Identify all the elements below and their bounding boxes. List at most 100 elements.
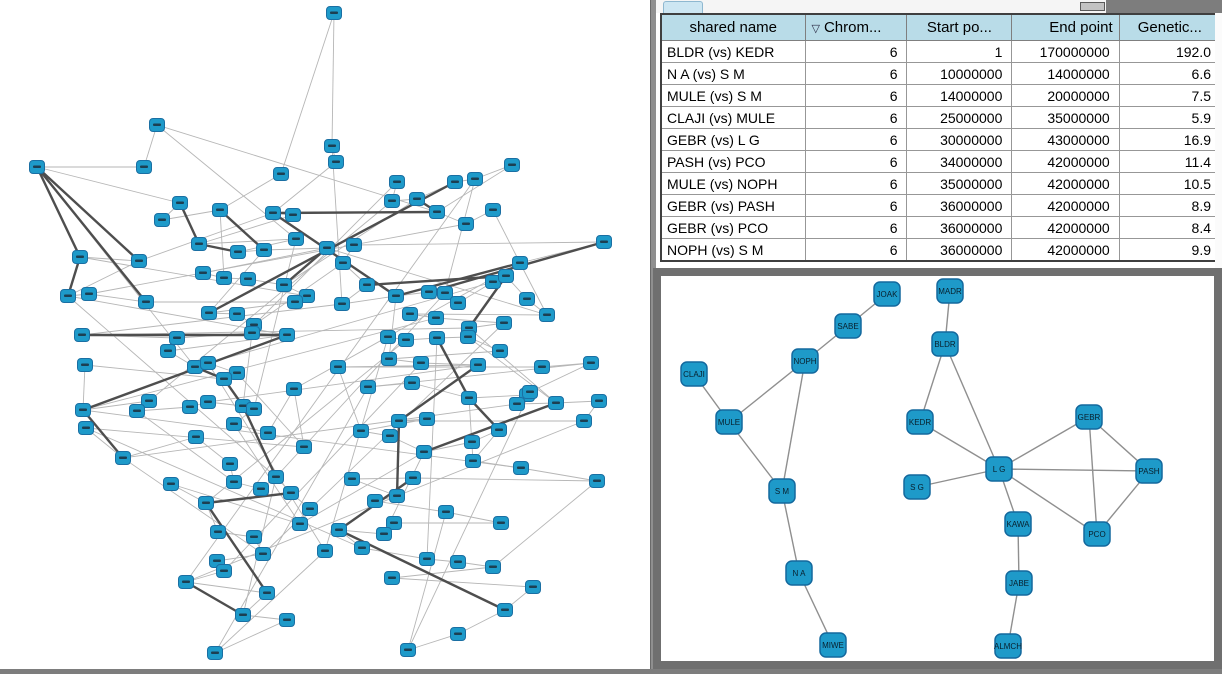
network-edge[interactable] xyxy=(519,262,548,316)
network-edge[interactable] xyxy=(198,238,297,245)
network-edge[interactable] xyxy=(444,178,476,294)
network-edge[interactable] xyxy=(82,317,437,411)
network-edge[interactable] xyxy=(272,161,337,214)
cell-end-point[interactable]: 35000000 xyxy=(1011,106,1120,129)
cell-chromosome[interactable]: 6 xyxy=(804,128,908,151)
network-edge[interactable] xyxy=(331,145,343,305)
network-edge[interactable] xyxy=(219,173,282,211)
network-node-claji[interactable] xyxy=(680,361,708,387)
network-edge[interactable] xyxy=(122,457,264,555)
network-node-sabe[interactable] xyxy=(834,313,862,339)
cell-shared-name[interactable]: MULE (vs) S M xyxy=(660,84,806,107)
column-header-shared-name[interactable]: shared name xyxy=(660,13,806,41)
cell-chromosome[interactable]: 6 xyxy=(804,40,908,63)
network-edge[interactable] xyxy=(219,209,225,279)
network-edge[interactable] xyxy=(205,502,268,594)
cell-genetic[interactable]: 7.5 xyxy=(1118,84,1222,107)
cell-shared-name[interactable]: CLAJI (vs) MULE xyxy=(660,106,806,129)
network-edge[interactable] xyxy=(944,343,1000,470)
network-edge[interactable] xyxy=(435,337,471,399)
network-edge[interactable] xyxy=(529,362,592,393)
horizontal-scrollbar-thumb[interactable] xyxy=(1080,2,1105,11)
network-node-pash[interactable] xyxy=(1135,458,1163,484)
network-node-almch[interactable] xyxy=(994,633,1022,659)
table-row[interactable]: GEBR (vs) PASH 6 36000000 42000000 8.9 xyxy=(660,194,1222,217)
cell-end-point[interactable]: 42000000 xyxy=(1011,150,1120,173)
network-edge[interactable] xyxy=(420,362,479,366)
cell-genetic[interactable]: 16.9 xyxy=(1118,128,1222,151)
network-edge[interactable] xyxy=(361,547,428,560)
network-edge[interactable] xyxy=(233,423,301,525)
network-node-s-m[interactable] xyxy=(768,478,796,504)
cell-start-position[interactable]: 34000000 xyxy=(906,150,1013,173)
network-edge[interactable] xyxy=(467,336,557,404)
network-edge[interactable] xyxy=(122,403,518,459)
network-edge[interactable] xyxy=(214,619,288,654)
network-edge[interactable] xyxy=(122,436,197,459)
network-edge[interactable] xyxy=(468,397,474,462)
network-edge[interactable] xyxy=(185,178,476,583)
detail-network-canvas[interactable]: JOAK SABE NOPH CLAJI MULE S M N A MIWE MADR BLDR K… xyxy=(661,276,1214,661)
cell-start-position[interactable]: 35000000 xyxy=(906,172,1013,195)
cell-chromosome[interactable]: 6 xyxy=(804,84,908,107)
cell-end-point[interactable]: 42000000 xyxy=(1011,216,1120,239)
cell-end-point[interactable]: 170000000 xyxy=(1011,40,1120,63)
network-node-mule[interactable] xyxy=(715,409,743,435)
network-edge[interactable] xyxy=(728,360,806,423)
cell-chromosome[interactable]: 6 xyxy=(804,238,908,262)
cell-genetic[interactable]: 11.4 xyxy=(1118,150,1222,173)
network-edge[interactable] xyxy=(445,511,502,524)
network-edge[interactable] xyxy=(280,12,335,175)
network-edge[interactable] xyxy=(391,566,494,579)
cell-end-point[interactable]: 42000000 xyxy=(1011,172,1120,195)
network-edge[interactable] xyxy=(272,212,397,297)
network-node-l-g[interactable] xyxy=(985,456,1013,482)
cell-chromosome[interactable]: 6 xyxy=(804,150,908,173)
cell-end-point[interactable]: 14000000 xyxy=(1011,62,1120,85)
detail-network-svg[interactable]: JOAK SABE NOPH CLAJI MULE S M N A MIWE MADR BLDR K… xyxy=(661,276,1214,661)
network-edge[interactable] xyxy=(781,490,800,574)
column-header-genetic[interactable]: Genetic... xyxy=(1118,13,1222,41)
network-edge[interactable] xyxy=(156,124,297,240)
table-row[interactable]: PASH (vs) PCO 6 34000000 42000000 11.4 xyxy=(660,150,1222,173)
table-row[interactable]: N A (vs) S M 6 10000000 14000000 6.6 xyxy=(660,62,1222,85)
network-edge[interactable] xyxy=(331,12,335,147)
cell-end-point[interactable]: 42000000 xyxy=(1011,238,1120,262)
network-edge[interactable] xyxy=(468,327,557,404)
network-edge[interactable] xyxy=(185,580,244,617)
network-edge[interactable] xyxy=(412,477,598,482)
network-edge[interactable] xyxy=(407,511,447,651)
table-row[interactable]: NOPH (vs) S M 6 36000000 42000000 9.9 xyxy=(660,238,1222,262)
network-edge[interactable] xyxy=(208,249,265,314)
cell-start-position[interactable]: 14000000 xyxy=(906,84,1013,107)
network-edge[interactable] xyxy=(353,241,605,246)
network-edge[interactable] xyxy=(167,334,288,352)
cell-genetic[interactable]: 8.9 xyxy=(1118,194,1222,217)
network-edge[interactable] xyxy=(391,577,534,588)
main-network-panel[interactable] xyxy=(0,0,650,669)
cell-start-position[interactable]: 36000000 xyxy=(906,216,1013,239)
network-edge[interactable] xyxy=(263,247,328,251)
cell-shared-name[interactable]: GEBR (vs) PASH xyxy=(660,194,806,217)
network-edge[interactable] xyxy=(208,301,296,314)
network-edge[interactable] xyxy=(207,364,479,403)
network-edge[interactable] xyxy=(998,416,1090,470)
network-edge[interactable] xyxy=(85,427,363,549)
network-edge[interactable] xyxy=(35,166,82,258)
network-node-pco[interactable] xyxy=(1083,521,1111,547)
cell-genetic[interactable]: 8.4 xyxy=(1118,216,1222,239)
network-edge[interactable] xyxy=(82,333,288,412)
network-node-madr[interactable] xyxy=(936,278,964,304)
network-edge[interactable] xyxy=(436,164,513,213)
network-edge[interactable] xyxy=(82,364,86,411)
network-edge[interactable] xyxy=(299,451,425,525)
network-edge[interactable] xyxy=(337,366,362,432)
cell-shared-name[interactable]: BLDR (vs) KEDR xyxy=(660,40,806,63)
column-header-chromosome[interactable]: ▽ Chrom... xyxy=(804,13,908,41)
cell-end-point[interactable]: 42000000 xyxy=(1011,194,1120,217)
network-edge[interactable] xyxy=(136,406,191,412)
network-edge[interactable] xyxy=(241,405,278,478)
cell-end-point[interactable]: 43000000 xyxy=(1011,128,1120,151)
network-edge[interactable] xyxy=(242,332,253,407)
network-edge[interactable] xyxy=(136,410,235,483)
